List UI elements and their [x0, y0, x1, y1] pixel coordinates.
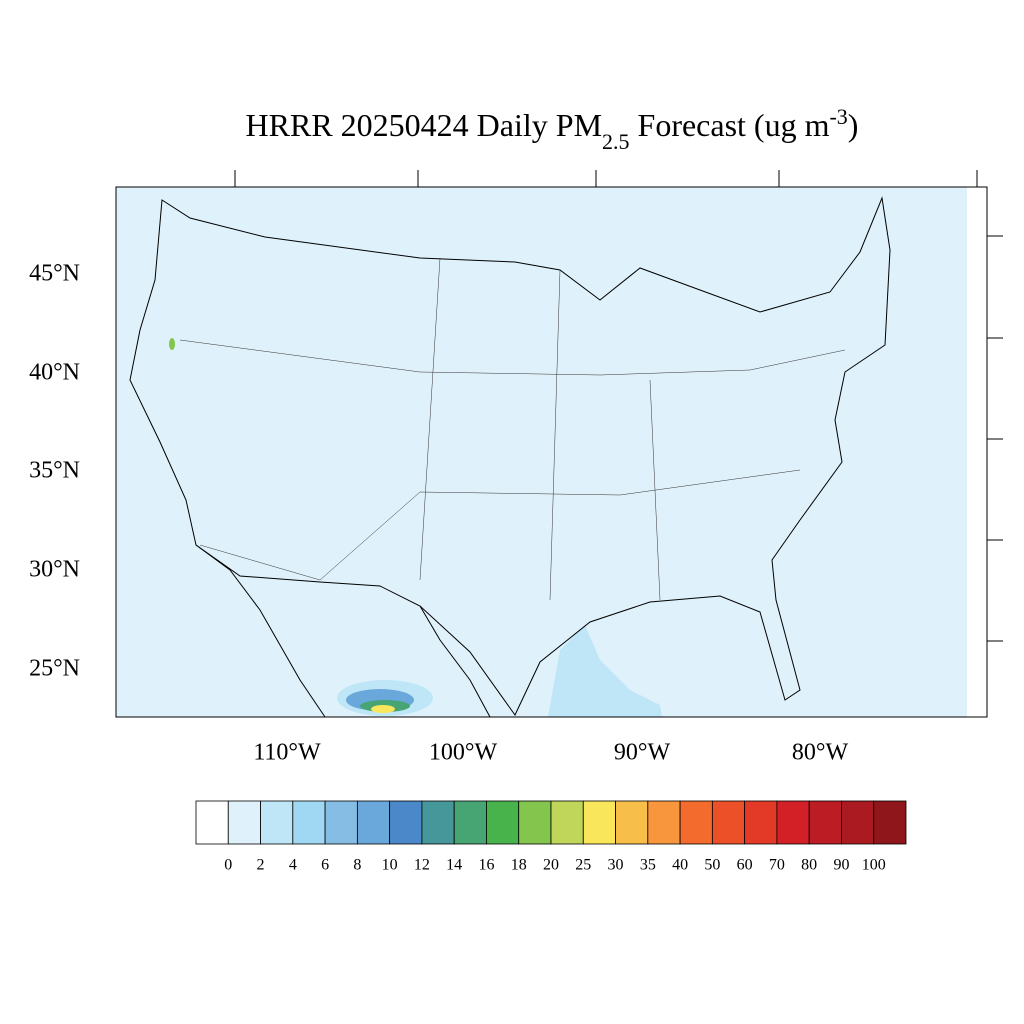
title-end: )	[848, 107, 859, 143]
color-box	[421, 800, 455, 845]
lat-label: 30°N	[29, 557, 80, 583]
lon-label: 90°W	[614, 740, 671, 766]
colorbar-label: 4	[289, 857, 297, 874]
color-box	[389, 800, 423, 845]
color-box	[582, 800, 616, 845]
color-box	[292, 800, 326, 845]
title-sub: 2.5	[602, 129, 630, 154]
smoke-peak	[371, 705, 395, 713]
color-box	[744, 800, 778, 845]
map-fill	[116, 187, 967, 717]
colorbar-label: 2	[257, 857, 265, 874]
color-box	[550, 800, 584, 845]
color-box	[453, 800, 487, 845]
colorbar-label: 30	[608, 857, 624, 874]
colorbar-label: 40	[672, 857, 688, 874]
title-sup: -3	[829, 104, 847, 129]
colorbar-label: 10	[382, 857, 398, 874]
axis-labels: 45°N 40°N 35°N 30°N 25°N 110°W 100°W 90°W 80°W	[29, 261, 848, 766]
colorbar-label: 35	[640, 857, 656, 874]
coastline	[129, 196, 891, 716]
lon-label: 110°W	[253, 740, 321, 766]
colorbar-label: 16	[478, 857, 494, 874]
frame-ticks	[234, 170, 1003, 642]
colorbar: 0 2 4 6 8 10 12 14 16 18 20 25 30 35 40 50 60 70 80 90 100	[195, 800, 907, 874]
colorbar-label: 80	[801, 857, 817, 874]
lat-label: 25°N	[29, 656, 80, 682]
lon-label: 80°W	[792, 740, 849, 766]
color-box	[776, 800, 810, 845]
color-box	[711, 800, 746, 845]
map	[115, 170, 1003, 718]
colorbar-label: 100	[862, 857, 886, 874]
color-box	[873, 800, 907, 845]
color-box	[679, 800, 713, 845]
color-box	[227, 800, 261, 845]
colorbar-label: 8	[353, 857, 361, 874]
colorbar-label: 25	[575, 857, 591, 874]
title-main: HRRR 20250424 Daily PM	[246, 107, 602, 143]
color-box	[260, 800, 294, 845]
title: HRRR 20250424 Daily PM2.5 Forecast (ug m…	[246, 104, 859, 154]
colorbar-label: 18	[511, 857, 527, 874]
color-box	[841, 800, 875, 845]
color-box	[808, 800, 842, 845]
colorbar-label: 14	[446, 857, 462, 874]
colorbar-label: 70	[769, 857, 785, 874]
colorbar-label: 90	[833, 857, 849, 874]
gulf-haze	[548, 625, 662, 717]
map-frame	[115, 186, 988, 718]
color-box	[486, 800, 520, 845]
lon-label: 100°W	[429, 740, 498, 766]
color-box	[356, 800, 391, 845]
state-borders	[179, 257, 846, 601]
color-box	[518, 800, 552, 845]
colorbar-label: 6	[321, 857, 329, 874]
colorbar-label: 50	[704, 857, 720, 874]
lat-label: 45°N	[29, 261, 80, 287]
fire-spot	[169, 338, 175, 350]
lat-label: 35°N	[29, 458, 80, 484]
color-box	[324, 800, 358, 845]
colorbar-label: 12	[414, 857, 430, 874]
title-mid: Forecast (ug m	[630, 107, 830, 143]
colorbar-label: 0	[224, 857, 232, 874]
colorbar-label: 20	[543, 857, 559, 874]
lat-label: 40°N	[29, 360, 80, 386]
color-box	[647, 800, 681, 845]
color-box	[195, 800, 229, 845]
colorbar-label: 60	[737, 857, 753, 874]
mexico-coast	[195, 544, 491, 718]
color-box	[615, 800, 649, 845]
